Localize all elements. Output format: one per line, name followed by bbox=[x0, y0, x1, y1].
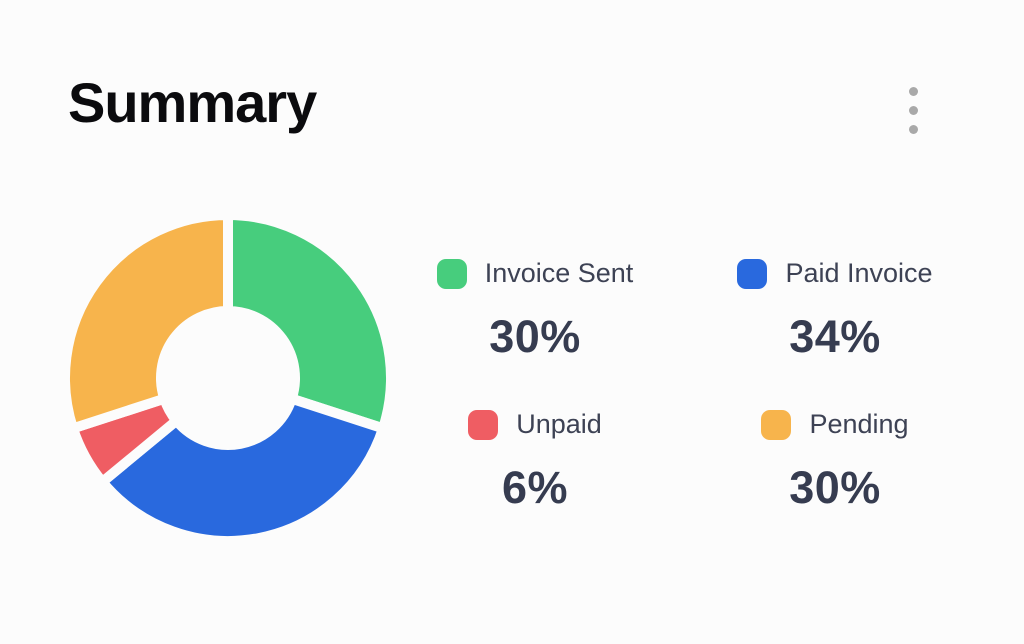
donut-segment-invoice-sent[interactable] bbox=[223, 209, 396, 435]
kebab-menu-icon bbox=[908, 124, 918, 134]
donut-chart bbox=[60, 209, 396, 546]
legend-swatch bbox=[468, 409, 499, 440]
legend-value: 34% bbox=[789, 311, 881, 362]
legend-value: 30% bbox=[489, 311, 581, 362]
legend-item-paid-invoice: Paid Invoice 34% bbox=[685, 258, 985, 363]
donut-segment-pending[interactable] bbox=[60, 209, 233, 435]
legend-value: 6% bbox=[501, 462, 569, 513]
legend-label: Paid Invoice bbox=[785, 258, 933, 288]
legend-swatch bbox=[436, 258, 467, 289]
legend-item-invoice-sent: Invoice Sent 30% bbox=[385, 258, 685, 363]
donut-segment-paid-invoice[interactable] bbox=[95, 392, 390, 546]
kebab-menu-icon bbox=[908, 105, 918, 115]
legend-head: Invoice Sent bbox=[436, 258, 634, 289]
legend-label: Invoice Sent bbox=[484, 258, 634, 288]
legend: Invoice Sent 30% Paid Invoice 34% Unpaid… bbox=[385, 258, 985, 514]
legend-value: 30% bbox=[789, 462, 881, 513]
kebab-menu-button[interactable] bbox=[893, 76, 933, 144]
legend-label: Pending bbox=[809, 409, 909, 439]
kebab-menu-icon bbox=[908, 86, 918, 96]
legend-head: Pending bbox=[761, 409, 909, 440]
legend-item-pending: Pending 30% bbox=[685, 409, 985, 514]
legend-item-unpaid: Unpaid 6% bbox=[385, 409, 685, 514]
page-title: Summary bbox=[68, 71, 317, 134]
legend-swatch bbox=[761, 409, 792, 440]
legend-head: Unpaid bbox=[468, 409, 602, 440]
legend-head: Paid Invoice bbox=[737, 258, 933, 289]
legend-label: Unpaid bbox=[516, 409, 602, 439]
legend-swatch bbox=[737, 258, 768, 289]
